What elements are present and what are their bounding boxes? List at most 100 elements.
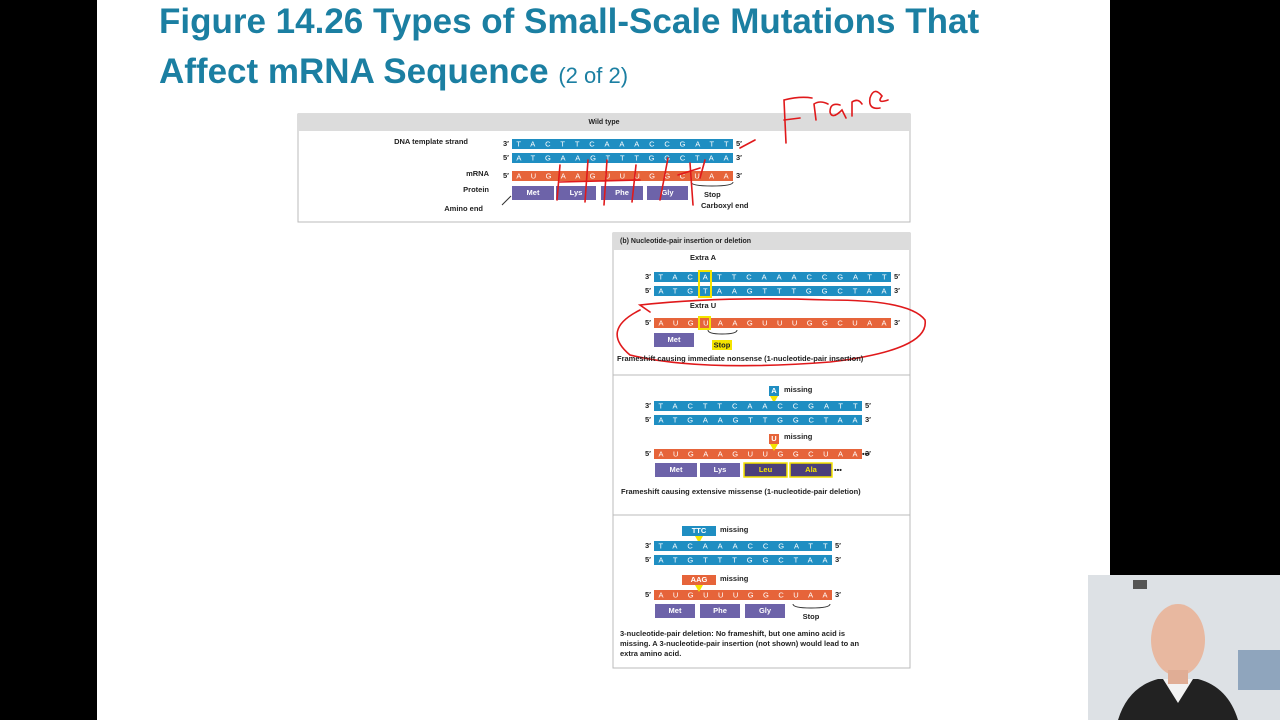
strand bbox=[654, 555, 832, 565]
strand bbox=[654, 286, 891, 296]
title-suffix: (2 of 2) bbox=[558, 63, 629, 88]
window bbox=[1238, 650, 1280, 690]
base-tag-label: AAG bbox=[691, 575, 708, 584]
amino-acid-label: Met bbox=[527, 188, 540, 197]
base-tag bbox=[682, 575, 716, 585]
amino-acid-label: Met bbox=[669, 606, 682, 615]
strand bbox=[654, 541, 832, 551]
amino-acid bbox=[743, 462, 788, 478]
panel-header bbox=[613, 233, 910, 250]
strand bbox=[654, 590, 832, 600]
strand bbox=[654, 449, 862, 459]
strand-end: 3′ bbox=[835, 555, 841, 564]
vent bbox=[1133, 580, 1147, 589]
strand-end: 3′ bbox=[865, 449, 871, 458]
tag-pointer bbox=[770, 396, 778, 403]
collar bbox=[1163, 679, 1193, 703]
amino-acid-label: Met bbox=[668, 335, 681, 344]
ink-annotation bbox=[556, 90, 926, 367]
strand-end: 5′ bbox=[865, 401, 871, 410]
strand bbox=[512, 171, 733, 181]
label: Stop bbox=[704, 190, 721, 199]
pointer bbox=[501, 195, 512, 206]
strand-end: 5′ bbox=[645, 590, 651, 599]
strand-end: 5′ bbox=[645, 449, 651, 458]
strand-end: 5′ bbox=[736, 139, 742, 148]
stop-bracket bbox=[792, 603, 831, 609]
ellipsis: ••• bbox=[834, 465, 842, 474]
note: missing bbox=[720, 525, 749, 534]
base-tag bbox=[769, 434, 779, 444]
panel-heading: (b) Nucleotide-pair insertion or deletio… bbox=[620, 238, 751, 245]
highlight bbox=[698, 270, 712, 298]
amino-acid bbox=[654, 333, 694, 347]
strand bbox=[512, 139, 733, 149]
tag-pointer bbox=[770, 444, 778, 451]
amino-acid-label: Lys bbox=[570, 188, 583, 197]
base-tag-label: TTC bbox=[692, 526, 707, 535]
stop-bracket bbox=[690, 181, 734, 187]
strand-end: 3′ bbox=[894, 286, 900, 295]
amino-acid bbox=[745, 604, 785, 618]
stop-label: Stop bbox=[803, 612, 820, 621]
amino-acid bbox=[647, 186, 688, 200]
amino-acid-label: Gly bbox=[759, 606, 772, 615]
strand-end: 3′ bbox=[645, 272, 651, 281]
label: Amino end bbox=[444, 204, 483, 213]
tag-pointer bbox=[695, 536, 703, 543]
note: missing bbox=[784, 385, 813, 394]
strand bbox=[654, 415, 862, 425]
amino-acid-label: Lys bbox=[714, 465, 727, 474]
amino-acid bbox=[700, 463, 740, 477]
strand-end: 3′ bbox=[865, 415, 871, 424]
sequence: TACTTCAAACCGATT bbox=[516, 139, 729, 148]
strand bbox=[654, 272, 891, 282]
tag-pointer bbox=[695, 585, 703, 592]
strand-end: 3′ bbox=[894, 318, 900, 327]
strand-end: 5′ bbox=[645, 555, 651, 564]
stop-label: Stop bbox=[714, 340, 731, 349]
highlight bbox=[698, 316, 711, 330]
strand-end: 5′ bbox=[645, 415, 651, 424]
ellipsis: ••• bbox=[862, 449, 870, 458]
amino-acid bbox=[789, 462, 833, 478]
webcam-overlay bbox=[1088, 575, 1280, 720]
amino-acid bbox=[655, 604, 695, 618]
strand-end: 5′ bbox=[645, 318, 651, 327]
amino-acid-label: Ala bbox=[805, 465, 818, 474]
strand bbox=[654, 318, 891, 328]
strand bbox=[512, 153, 733, 163]
strand-end: 3′ bbox=[645, 541, 651, 550]
strand-end: 5′ bbox=[894, 272, 900, 281]
note: missing bbox=[720, 574, 749, 583]
label: Protein bbox=[463, 185, 489, 194]
stop-box bbox=[712, 340, 732, 350]
amino-acid-label: Phe bbox=[615, 188, 629, 197]
strand-end: 3′ bbox=[736, 153, 742, 162]
caption: Frameshift causing immediate nonsense (1… bbox=[617, 354, 864, 363]
amino-acid-label: Met bbox=[670, 465, 683, 474]
label: mRNA bbox=[466, 169, 490, 178]
strand-end: 3′ bbox=[736, 171, 742, 180]
base-tag-label: U bbox=[771, 434, 776, 443]
sequence: AUGAAGUUUGGCUAA bbox=[516, 171, 728, 180]
panel-header bbox=[298, 114, 910, 131]
amino-acid-label: Phe bbox=[713, 606, 727, 615]
amino-acid-label: Leu bbox=[759, 465, 773, 474]
base-tag bbox=[682, 526, 716, 536]
slide-title: Figure 14.26 Types of Small-Scale Mutati… bbox=[159, 2, 980, 41]
webcam-image bbox=[1088, 575, 1280, 720]
slide-title: Affect mRNA Sequence (2 of 2) bbox=[159, 52, 628, 92]
label: Carboxyl end bbox=[701, 201, 749, 210]
strand-end: 5′ bbox=[835, 541, 841, 550]
strand-end: 5′ bbox=[645, 286, 651, 295]
title-text: Affect mRNA Sequence bbox=[159, 52, 549, 91]
strand-end: 3′ bbox=[835, 590, 841, 599]
amino-acid bbox=[655, 463, 697, 477]
face bbox=[1151, 604, 1205, 676]
neck bbox=[1168, 670, 1188, 684]
amino-acid-label: Gly bbox=[661, 188, 674, 197]
label: Extra U bbox=[690, 301, 716, 310]
strand bbox=[654, 401, 862, 411]
